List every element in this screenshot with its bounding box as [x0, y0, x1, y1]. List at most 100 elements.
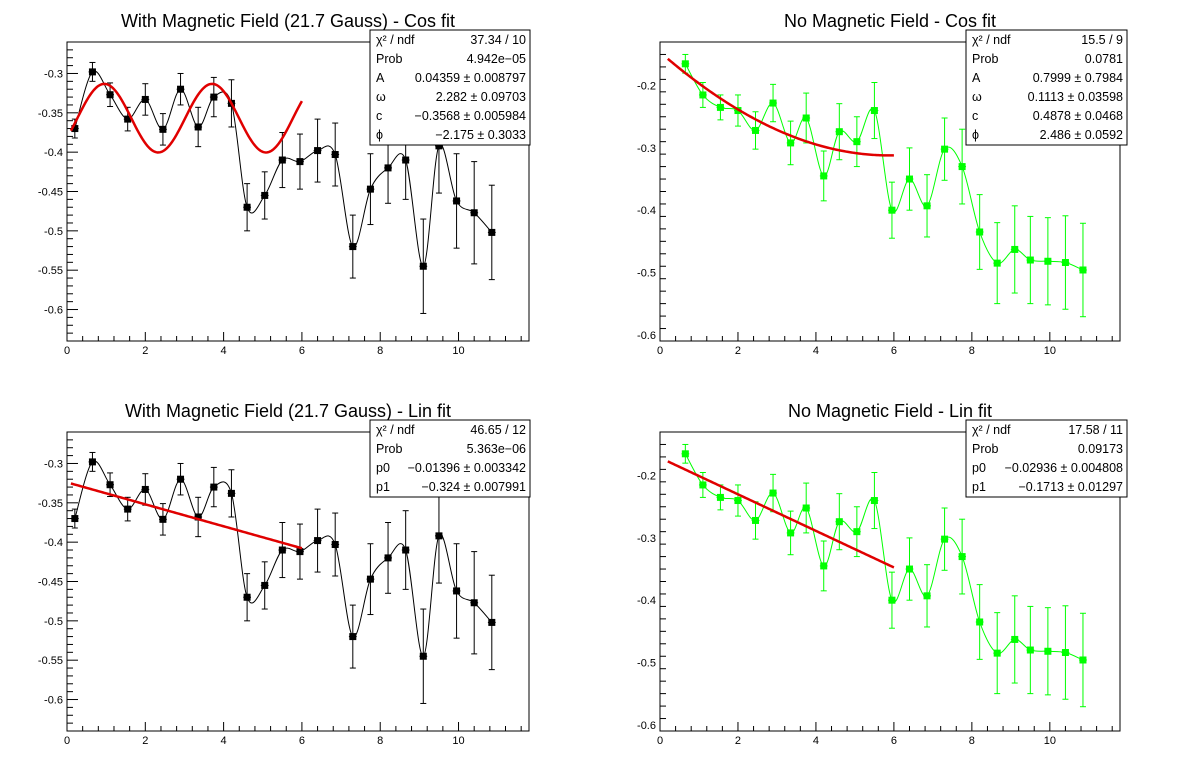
- x-tick-label: 2: [142, 345, 148, 357]
- stats-label: c: [376, 109, 382, 123]
- data-point: [786, 120, 795, 166]
- x-tick-label: 10: [1044, 735, 1056, 747]
- data-point: [243, 573, 252, 622]
- data-marker: [384, 164, 392, 172]
- data-marker: [1044, 257, 1052, 265]
- fit-curve: [667, 460, 895, 569]
- data-marker: [402, 156, 410, 164]
- data-point: [313, 508, 322, 573]
- chart-panel-3: With Magnetic Field (21.7 Gauss) - Lin f…: [38, 401, 531, 747]
- data-marker: [366, 575, 374, 583]
- x-tick-label: 2: [142, 735, 148, 747]
- chart-panel-2: No Magnetic Field - Cos fit 0 2 4 6 8 10 -0.6 -0…: [637, 11, 1128, 357]
- data-marker: [835, 128, 843, 136]
- x-tick-label: 0: [64, 735, 70, 747]
- stats-value: 17.58 / 11: [1068, 423, 1123, 437]
- data-marker: [870, 497, 878, 505]
- data-marker: [802, 504, 810, 512]
- fit-curve: [70, 482, 303, 550]
- stats-value: 0.04359 ± 0.008797: [415, 71, 526, 85]
- stats-value: −2.175 ± 0.3033: [435, 128, 526, 142]
- y-tick-label: -0.45: [38, 577, 63, 589]
- data-point: [243, 183, 252, 232]
- fit-curve: [666, 57, 894, 157]
- data-marker: [820, 562, 828, 570]
- data-marker: [1026, 256, 1034, 264]
- stats-label: Prob: [972, 442, 998, 456]
- data-marker: [888, 206, 896, 214]
- x-tick-label: 6: [891, 735, 897, 747]
- data-point: [487, 184, 496, 281]
- data-point: [470, 551, 479, 655]
- data-point: [905, 537, 914, 601]
- y-tick-label: -0.5: [637, 267, 656, 279]
- stats-value: 0.4878 ± 0.0468: [1033, 109, 1123, 123]
- data-marker: [141, 485, 149, 493]
- data-marker: [261, 191, 269, 199]
- y-tick-label: -0.6: [44, 305, 63, 317]
- data-point: [940, 117, 949, 181]
- data-point: [1061, 605, 1070, 700]
- stats-box-frame: [965, 29, 1128, 146]
- data-point: [419, 608, 428, 704]
- data-marker: [787, 139, 795, 147]
- stats-label: Prob: [972, 52, 998, 66]
- chart-panel-4: No Magnetic Field - Lin fit 0 2 4 6 8 10 -0.6 -0…: [637, 401, 1128, 747]
- data-marker: [71, 125, 79, 133]
- data-point: [88, 451, 97, 472]
- data-point: [141, 83, 150, 116]
- data-point: [905, 147, 914, 211]
- data-marker: [435, 532, 443, 540]
- data-point: [366, 543, 375, 616]
- data-point: [681, 443, 690, 464]
- data-marker: [802, 114, 810, 122]
- y-tick-label: -0.35: [38, 498, 63, 510]
- y-tick-label: -0.6: [637, 720, 656, 732]
- data-point: [870, 471, 879, 530]
- data-marker: [419, 652, 427, 660]
- stats-value: 46.65 / 12: [470, 423, 526, 437]
- data-point: [1026, 605, 1035, 695]
- data-marker: [993, 649, 1001, 657]
- y-tick-label: -0.5: [44, 616, 63, 628]
- x-tick-label: 10: [1044, 345, 1056, 357]
- stats-value: −0.02936 ± 0.004808: [1005, 461, 1123, 475]
- data-point: [176, 72, 185, 106]
- data-point: [835, 493, 844, 551]
- stats-value: 0.1113 ± 0.03598: [1028, 90, 1123, 104]
- data-point: [260, 171, 269, 220]
- data-marker: [366, 185, 374, 193]
- stats-box-frame: [369, 419, 531, 498]
- data-point: [278, 131, 287, 189]
- data-point: [958, 128, 967, 205]
- data-point: [331, 512, 340, 577]
- data-point: [331, 122, 340, 187]
- data-marker: [888, 596, 896, 604]
- data-point: [870, 81, 879, 140]
- data-marker: [227, 489, 235, 497]
- y-tick-label: -0.35: [38, 108, 63, 120]
- stats-value: 0.7999 ± 0.7984: [1033, 71, 1123, 85]
- data-point: [470, 161, 479, 265]
- data-marker: [159, 515, 167, 523]
- stats-label: χ² / ndf: [972, 33, 1011, 47]
- stats-label: c: [972, 109, 978, 123]
- data-marker: [853, 528, 861, 536]
- data-point: [923, 174, 931, 238]
- data-point: [278, 521, 287, 579]
- x-tick-label: 10: [452, 735, 464, 747]
- stats-label: p1: [376, 480, 390, 494]
- data-marker: [752, 126, 760, 134]
- chart-title: With Magnetic Field (21.7 Gauss) - Lin f…: [125, 401, 451, 421]
- data-point: [313, 118, 322, 183]
- stats-value: 15.5 / 9: [1081, 33, 1123, 47]
- data-point: [769, 83, 777, 123]
- stats-value: −0.01396 ± 0.003342: [408, 461, 526, 475]
- data-marker: [177, 475, 185, 483]
- data-point: [435, 488, 443, 584]
- data-marker: [905, 565, 913, 573]
- fit-curve: [69, 82, 304, 154]
- data-marker: [470, 209, 478, 217]
- stats-label: Prob: [376, 52, 402, 66]
- y-tick-label: -0.4: [44, 147, 63, 159]
